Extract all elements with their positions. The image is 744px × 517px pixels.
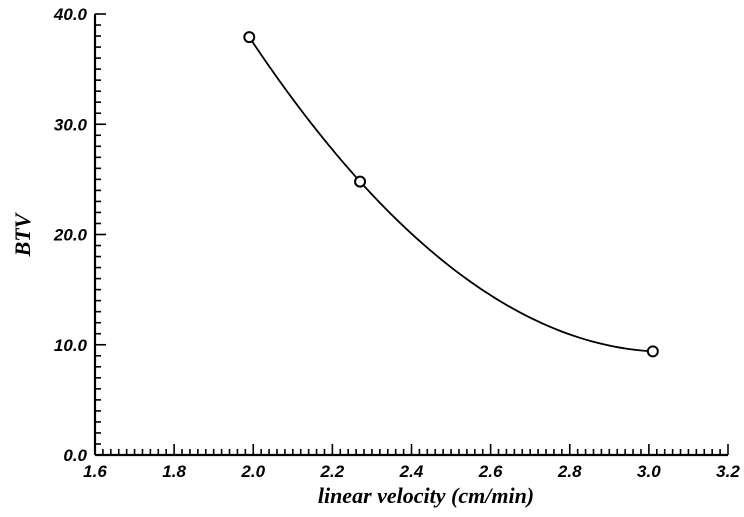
x-tick-label: 2.2 bbox=[320, 462, 345, 481]
y-tick-label: 0.0 bbox=[63, 446, 87, 465]
data-point-marker bbox=[354, 175, 367, 188]
y-tick-label: 10.0 bbox=[54, 336, 88, 355]
x-tick-label: 1.8 bbox=[162, 462, 186, 481]
x-tick-label: 2.0 bbox=[240, 462, 265, 481]
x-tick-label: 2.6 bbox=[478, 462, 503, 481]
markers-layer bbox=[243, 31, 659, 358]
x-tick-label: 2.4 bbox=[399, 462, 424, 481]
data-point-marker bbox=[646, 345, 659, 358]
x-tick-label: 2.8 bbox=[557, 462, 582, 481]
x-tick-label: 3.0 bbox=[637, 462, 661, 481]
x-tick-label: 1.6 bbox=[83, 462, 107, 481]
y-axis-title: BTV bbox=[10, 211, 35, 257]
x-axis-title: linear velocity (cm/min) bbox=[318, 483, 534, 508]
series-curve bbox=[248, 36, 653, 353]
y-tick-label: 40.0 bbox=[53, 5, 88, 24]
y-tick-label: 20.0 bbox=[53, 226, 88, 245]
x-tick-label: 3.2 bbox=[716, 462, 740, 481]
y-tick-label: 30.0 bbox=[54, 115, 88, 134]
data-point-marker bbox=[243, 31, 256, 44]
tick-labels-layer: 1.6 1.8 2.0 2.2 2.4 2.6 2.8 3.0 3.2 0.0 10.0 20.0 30… bbox=[53, 5, 740, 481]
